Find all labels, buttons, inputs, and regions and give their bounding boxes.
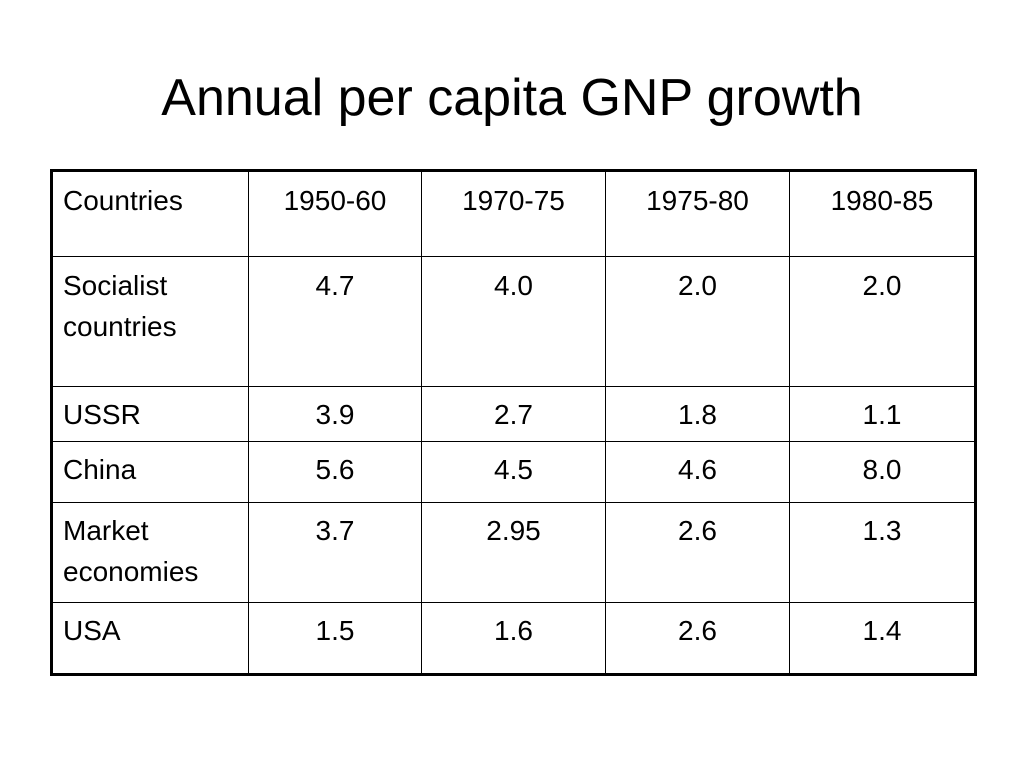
table-cell-value: 2.0 [789,256,976,387]
header-cell-period: 1970-75 [421,170,606,257]
row-label-cell: Market economies [51,502,249,603]
row-label-line: countries [63,311,177,342]
row-label-line: Market [63,515,149,546]
table-cell-value: 2.95 [421,502,606,603]
row-label-cell: Socialist countries [51,256,249,387]
table-row: Market economies 3.7 2.95 2.6 1.3 [51,502,976,603]
table-cell-value: 4.5 [421,441,606,503]
row-label-cell: China [51,441,249,503]
row-label-cell: USSR [51,386,249,442]
table-cell-value: 5.6 [248,441,422,503]
header-cell-period: 1975-80 [605,170,790,257]
table-cell-value: 1.4 [789,602,976,675]
table-header-row: Countries 1950-60 1970-75 1975-80 1980-8… [51,170,976,257]
table-row: USA 1.5 1.6 2.6 1.4 [51,602,976,675]
row-label-line: economies [63,556,199,587]
table-cell-value: 1.3 [789,502,976,603]
row-label-line: USSR [63,399,141,430]
table-cell-value: 1.8 [605,386,790,442]
table-cell-value: 2.0 [605,256,790,387]
table-cell-value: 4.0 [421,256,606,387]
table-cell-value: 1.6 [421,602,606,675]
row-label-line: Socialist [63,270,168,301]
row-label-line: China [63,454,137,485]
table-cell-value: 4.7 [248,256,422,387]
header-cell-period: 1980-85 [789,170,976,257]
table-cell-value: 3.9 [248,386,422,442]
table-cell-value: 2.6 [605,602,790,675]
table-row: China 5.6 4.5 4.6 8.0 [51,441,976,503]
table-cell-value: 8.0 [789,441,976,503]
row-label-cell: USA [51,602,249,675]
header-cell-countries: Countries [51,170,249,257]
table-cell-value: 4.6 [605,441,790,503]
table-cell-value: 3.7 [248,502,422,603]
table-cell-value: 1.1 [789,386,976,442]
table-row: USSR 3.9 2.7 1.8 1.1 [51,386,976,442]
header-cell-period: 1950-60 [248,170,422,257]
row-label-line: USA [63,615,121,646]
table-cell-value: 2.6 [605,502,790,603]
gnp-growth-table: Countries 1950-60 1970-75 1975-80 1980-8… [50,169,977,676]
table-cell-value: 2.7 [421,386,606,442]
table-cell-value: 1.5 [248,602,422,675]
table-row: Socialist countries 4.7 4.0 2.0 2.0 [51,256,976,387]
slide-title: Annual per capita GNP growth [161,69,863,127]
